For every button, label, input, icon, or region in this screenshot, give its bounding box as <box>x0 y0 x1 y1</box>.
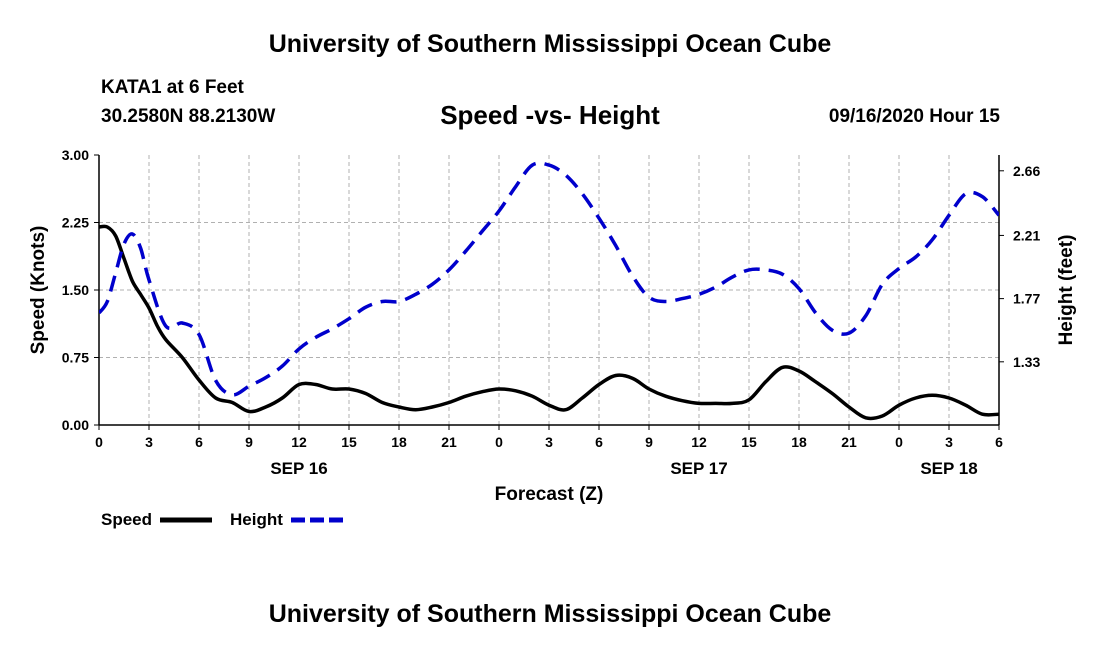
y-right-tick-label: 1.33 <box>1013 354 1040 370</box>
grid-lines <box>99 155 999 425</box>
chart-axes <box>94 154 1004 430</box>
x-tick-label: 3 <box>145 434 153 450</box>
x-tick-label: 12 <box>291 434 307 450</box>
x-tick-label: 12 <box>691 434 707 450</box>
coordinates-label: 30.2580N 88.2130W <box>101 106 276 127</box>
date-label: SEP 18 <box>920 459 977 478</box>
speed-series-line <box>99 224 999 421</box>
date-label: SEP 17 <box>670 459 727 478</box>
x-tick-label: 15 <box>341 434 357 450</box>
x-tick-label: 21 <box>841 434 857 450</box>
x-tick-label: 6 <box>995 434 1003 450</box>
y-right-tick-label: 2.66 <box>1013 163 1040 179</box>
legend-label-speed: Speed <box>101 510 152 529</box>
y-left-tick-label: 0.75 <box>62 350 89 366</box>
x-tick-label: 6 <box>595 434 603 450</box>
page-title-bottom: University of Southern Mississippi Ocean… <box>268 600 832 628</box>
series-layer <box>99 161 999 421</box>
station-label: KATA1 at 6 Feet <box>101 77 244 98</box>
x-tick-label: 0 <box>495 434 503 450</box>
y-left-tick-label: 3.00 <box>62 147 89 163</box>
x-axis-title: Forecast (Z) <box>495 484 604 505</box>
y-left-tick-label: 2.25 <box>62 215 89 231</box>
x-tick-label: 0 <box>895 434 903 450</box>
page-title-top: University of Southern Mississippi Ocean… <box>268 30 832 58</box>
date-label: SEP 16 <box>270 459 327 478</box>
chart-title: Speed -vs- Height <box>440 100 660 130</box>
x-tick-label: 3 <box>945 434 953 450</box>
x-tick-label: 18 <box>391 434 407 450</box>
y-left-tick-label: 0.00 <box>62 417 89 433</box>
legend: Speed Height <box>101 510 343 529</box>
y-right-tick-label: 2.21 <box>1013 227 1040 243</box>
x-tick-label: 18 <box>791 434 807 450</box>
x-tick-label: 6 <box>195 434 203 450</box>
x-tick-label: 21 <box>441 434 457 450</box>
y-left-tick-label: 1.50 <box>62 282 89 298</box>
height-series-line <box>99 161 999 397</box>
axis-labels: 0.00 0.75 1.50 2.25 3.00 1.33 1.77 2.21 2.66 0 3 6 9… <box>28 147 1077 505</box>
y-left-axis-title: Speed (Knots) <box>28 226 49 355</box>
x-tick-label: 9 <box>245 434 253 450</box>
x-tick-label: 0 <box>95 434 103 450</box>
x-tick-label: 9 <box>645 434 653 450</box>
x-tick-label: 3 <box>545 434 553 450</box>
x-tick-label: 15 <box>741 434 757 450</box>
legend-label-height: Height <box>230 510 283 529</box>
y-right-tick-label: 1.77 <box>1013 291 1040 307</box>
y-right-axis-title: Height (feet) <box>1056 235 1077 346</box>
forecast-datetime: 09/16/2020 Hour 15 <box>828 106 1000 127</box>
